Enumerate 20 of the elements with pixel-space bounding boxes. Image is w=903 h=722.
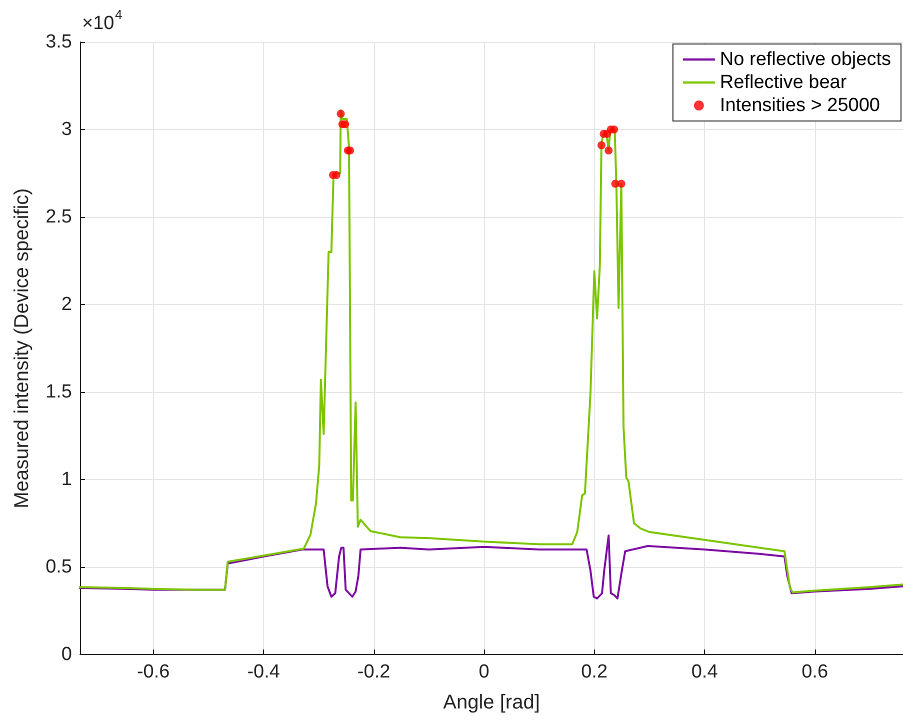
y-tick-label: 2.5 — [46, 206, 72, 228]
x-tick-label: -0.2 — [357, 662, 390, 682]
legend-label: No reflective objects — [720, 49, 892, 70]
y-tick-label: 1.5 — [46, 382, 72, 402]
x-tick-label: -0.4 — [247, 662, 280, 682]
x-tick-label: 0.4 — [691, 662, 718, 682]
y-tick-label: 0 — [61, 644, 72, 665]
y-tick-label: 3.5 — [46, 32, 72, 52]
y-tick-label: 3 — [61, 119, 72, 140]
x-tick-label: 0.2 — [581, 662, 608, 682]
x-tick-label: 0 — [478, 662, 490, 682]
legend-label: Reflective bear — [720, 72, 848, 93]
y-axis-title: Measured intensity (Device specific) — [11, 188, 33, 508]
legend-label: Intensities > 25000 — [720, 95, 880, 116]
y-tick-label: 1 — [61, 469, 72, 490]
x-tick-label: 0.6 — [802, 662, 828, 682]
x-tick-label: -0.6 — [136, 662, 170, 682]
y-tick-label: 2 — [61, 294, 72, 315]
x-axis-title: Angle [rad] — [443, 692, 540, 714]
y-tick-label: 0.5 — [46, 556, 72, 578]
